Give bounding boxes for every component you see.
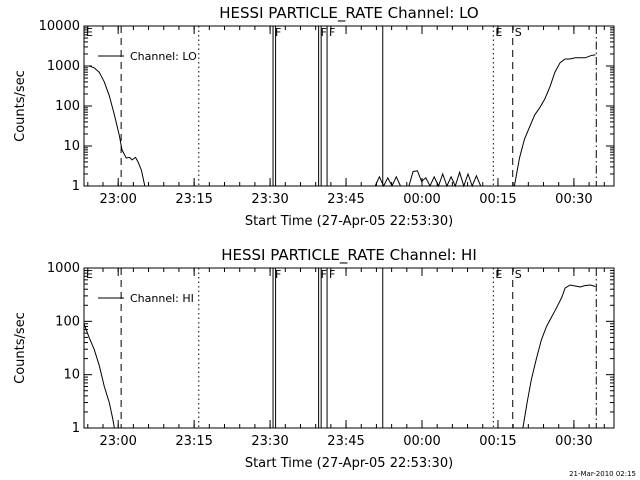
series-line: [84, 65, 146, 187]
event-marker-label: S: [515, 268, 522, 281]
x-tick-label: 23:30: [251, 434, 288, 449]
x-tick-label: 23:00: [99, 192, 136, 207]
event-marker-label: F: [329, 268, 335, 281]
event-marker-label: F: [329, 26, 335, 39]
y-tick-label: 10: [63, 368, 80, 383]
event-marker-label: F: [321, 26, 327, 39]
event-marker-label: E: [495, 26, 502, 39]
event-marker-label: F: [275, 26, 281, 39]
chart-lo: HESSI PARTICLE_RATE Channel: LO Counts/s…: [13, 4, 615, 229]
y-tick-label: 10000: [39, 19, 80, 34]
x-tick-label: 00:00: [403, 192, 440, 207]
event-marker-label: S: [515, 26, 522, 39]
event-marker-label: E: [86, 26, 93, 39]
legend-label: Channel: LO: [130, 50, 197, 63]
y-axis-label: Counts/sec: [13, 70, 28, 142]
chart-hi: HESSI PARTICLE_RATE Channel: HI Counts/s…: [13, 246, 615, 471]
event-marker-label: E: [495, 268, 502, 281]
y-tick-label: 1000: [47, 59, 80, 74]
x-tick-label: 00:15: [479, 434, 516, 449]
x-tick-label: 23:00: [99, 434, 136, 449]
plot-frame: [83, 267, 615, 429]
x-tick-label: 00:00: [403, 434, 440, 449]
x-tick-label: 23:45: [327, 434, 364, 449]
y-tick-label: 100: [55, 314, 80, 329]
y-tick-label: 100: [55, 99, 80, 114]
chart-title: HESSI PARTICLE_RATE Channel: LO: [219, 4, 478, 23]
x-axis-label: Start Time (27-Apr-05 22:53:30): [245, 214, 453, 229]
x-tick-label: 23:45: [327, 192, 364, 207]
x-tick-label: 00:15: [479, 192, 516, 207]
y-axis-label: Counts/sec: [13, 312, 28, 384]
chart-title: HESSI PARTICLE_RATE Channel: HI: [221, 246, 477, 265]
x-tick-label: 00:30: [555, 192, 592, 207]
y-tick-label: 1: [72, 421, 80, 436]
y-tick-label: 10: [63, 139, 80, 154]
series-line: [408, 170, 482, 188]
x-axis-label: Start Time (27-Apr-05 22:53:30): [245, 456, 453, 471]
series-line: [374, 175, 401, 188]
series-line: [83, 323, 115, 429]
x-tick-label: 23:15: [175, 192, 212, 207]
y-tick-label: 1000: [47, 261, 80, 276]
series-line: [522, 284, 596, 429]
y-tick-label: 1: [72, 179, 80, 194]
event-marker-label: F: [321, 268, 327, 281]
x-tick-label: 23:30: [251, 192, 288, 207]
series-line: [513, 54, 596, 187]
legend-label: Channel: HI: [130, 292, 194, 305]
timestamp: 21-Mar-2010 02:15: [569, 470, 636, 478]
event-marker-label: E: [86, 268, 93, 281]
event-marker-label: F: [275, 268, 281, 281]
x-tick-label: 23:15: [175, 434, 212, 449]
x-tick-label: 00:30: [555, 434, 592, 449]
